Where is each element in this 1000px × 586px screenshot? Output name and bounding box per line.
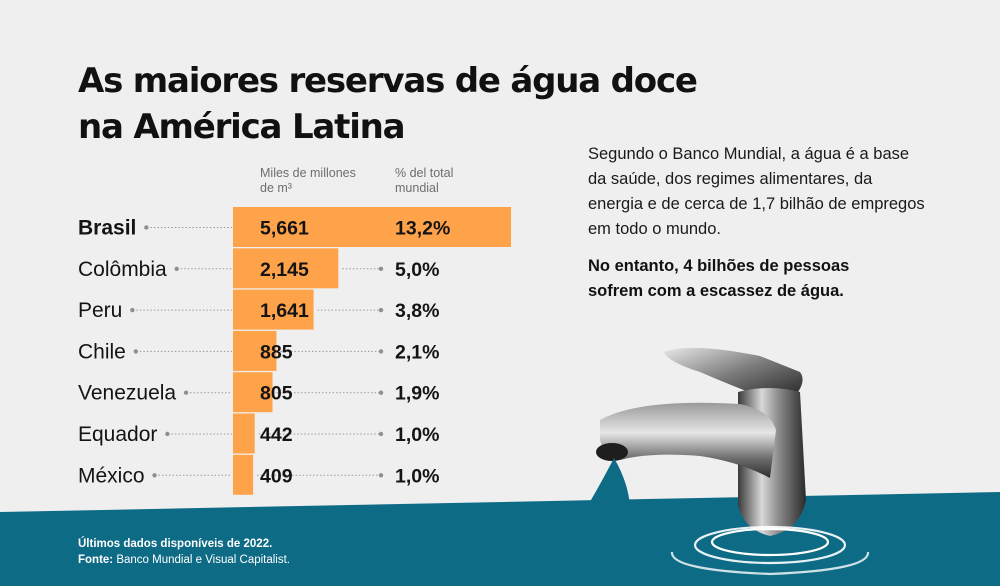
share-label: 1,0% (395, 424, 439, 446)
footer: Últimos dados disponíveis de 2022. Fonte… (78, 536, 290, 568)
source-label: Fonte: (78, 554, 114, 566)
share-label: 13,2% (395, 218, 450, 240)
value-label: 409 (260, 465, 293, 487)
category-label: Peru (78, 299, 122, 322)
faucet-icon (596, 347, 806, 536)
bar (233, 207, 511, 247)
bar (233, 372, 273, 413)
connector-dot (378, 431, 384, 437)
connector-dot (183, 390, 189, 395)
emphasis-text: No entanto, 4 bilhões de pessoas sofrem … (588, 257, 850, 300)
connector-dot (133, 349, 139, 354)
connector-dot (152, 473, 157, 478)
connector-dot (378, 473, 384, 478)
connector-dot (378, 266, 384, 271)
connector-dot (165, 431, 170, 437)
category-label: Colômbia (78, 258, 167, 281)
category-label: Venezuela (78, 382, 176, 405)
category-label: Equador (78, 423, 157, 446)
source-text: Banco Mundial e Visual Capitalist. (116, 554, 291, 566)
category-label: Brasil (78, 217, 136, 240)
connector-dot (378, 307, 384, 313)
value-column-header: Miles de millones de m³ (260, 166, 356, 195)
value-label: 2,145 (260, 259, 309, 281)
title-line-2: na América Latina (78, 107, 406, 147)
bar (233, 248, 339, 289)
water-drop-icon (585, 458, 630, 528)
connector-dot (144, 225, 149, 230)
bar (233, 330, 277, 371)
connector-dot (378, 349, 384, 354)
value-label: 885 (260, 341, 293, 363)
description-text: Segundo o Banco Mundial, a água é a base… (588, 145, 925, 238)
ripple-icon (670, 525, 870, 576)
bar-chart: Brasil 5,661 13,2% Colômbia 2,145 5,0% Peru 1,6… (78, 207, 511, 495)
page-title: As maiores reservas de água doce na Amér… (78, 58, 718, 150)
share-label: 3,8% (395, 300, 439, 322)
share-label: 1,0% (395, 465, 439, 487)
category-label: México (78, 464, 145, 487)
connector-dot (378, 390, 384, 395)
bar (233, 289, 314, 330)
footer-note: Últimos dados disponíveis de 2022. (78, 538, 273, 550)
category-label: Chile (78, 340, 126, 363)
value-label: 1,641 (260, 300, 309, 322)
share-label: 5,0% (395, 259, 439, 281)
bar (233, 454, 254, 495)
value-label: 5,661 (260, 218, 309, 240)
share-label: 2,1% (395, 341, 439, 363)
value-label: 442 (260, 424, 293, 446)
connector-dot (130, 307, 135, 313)
connector-dot (174, 266, 179, 271)
bar (233, 413, 255, 454)
value-label: 805 (260, 383, 293, 405)
title-line-1: As maiores reservas de água doce (78, 61, 698, 101)
share-column-header: % del total mundial (395, 166, 454, 195)
share-label: 1,9% (395, 383, 439, 405)
